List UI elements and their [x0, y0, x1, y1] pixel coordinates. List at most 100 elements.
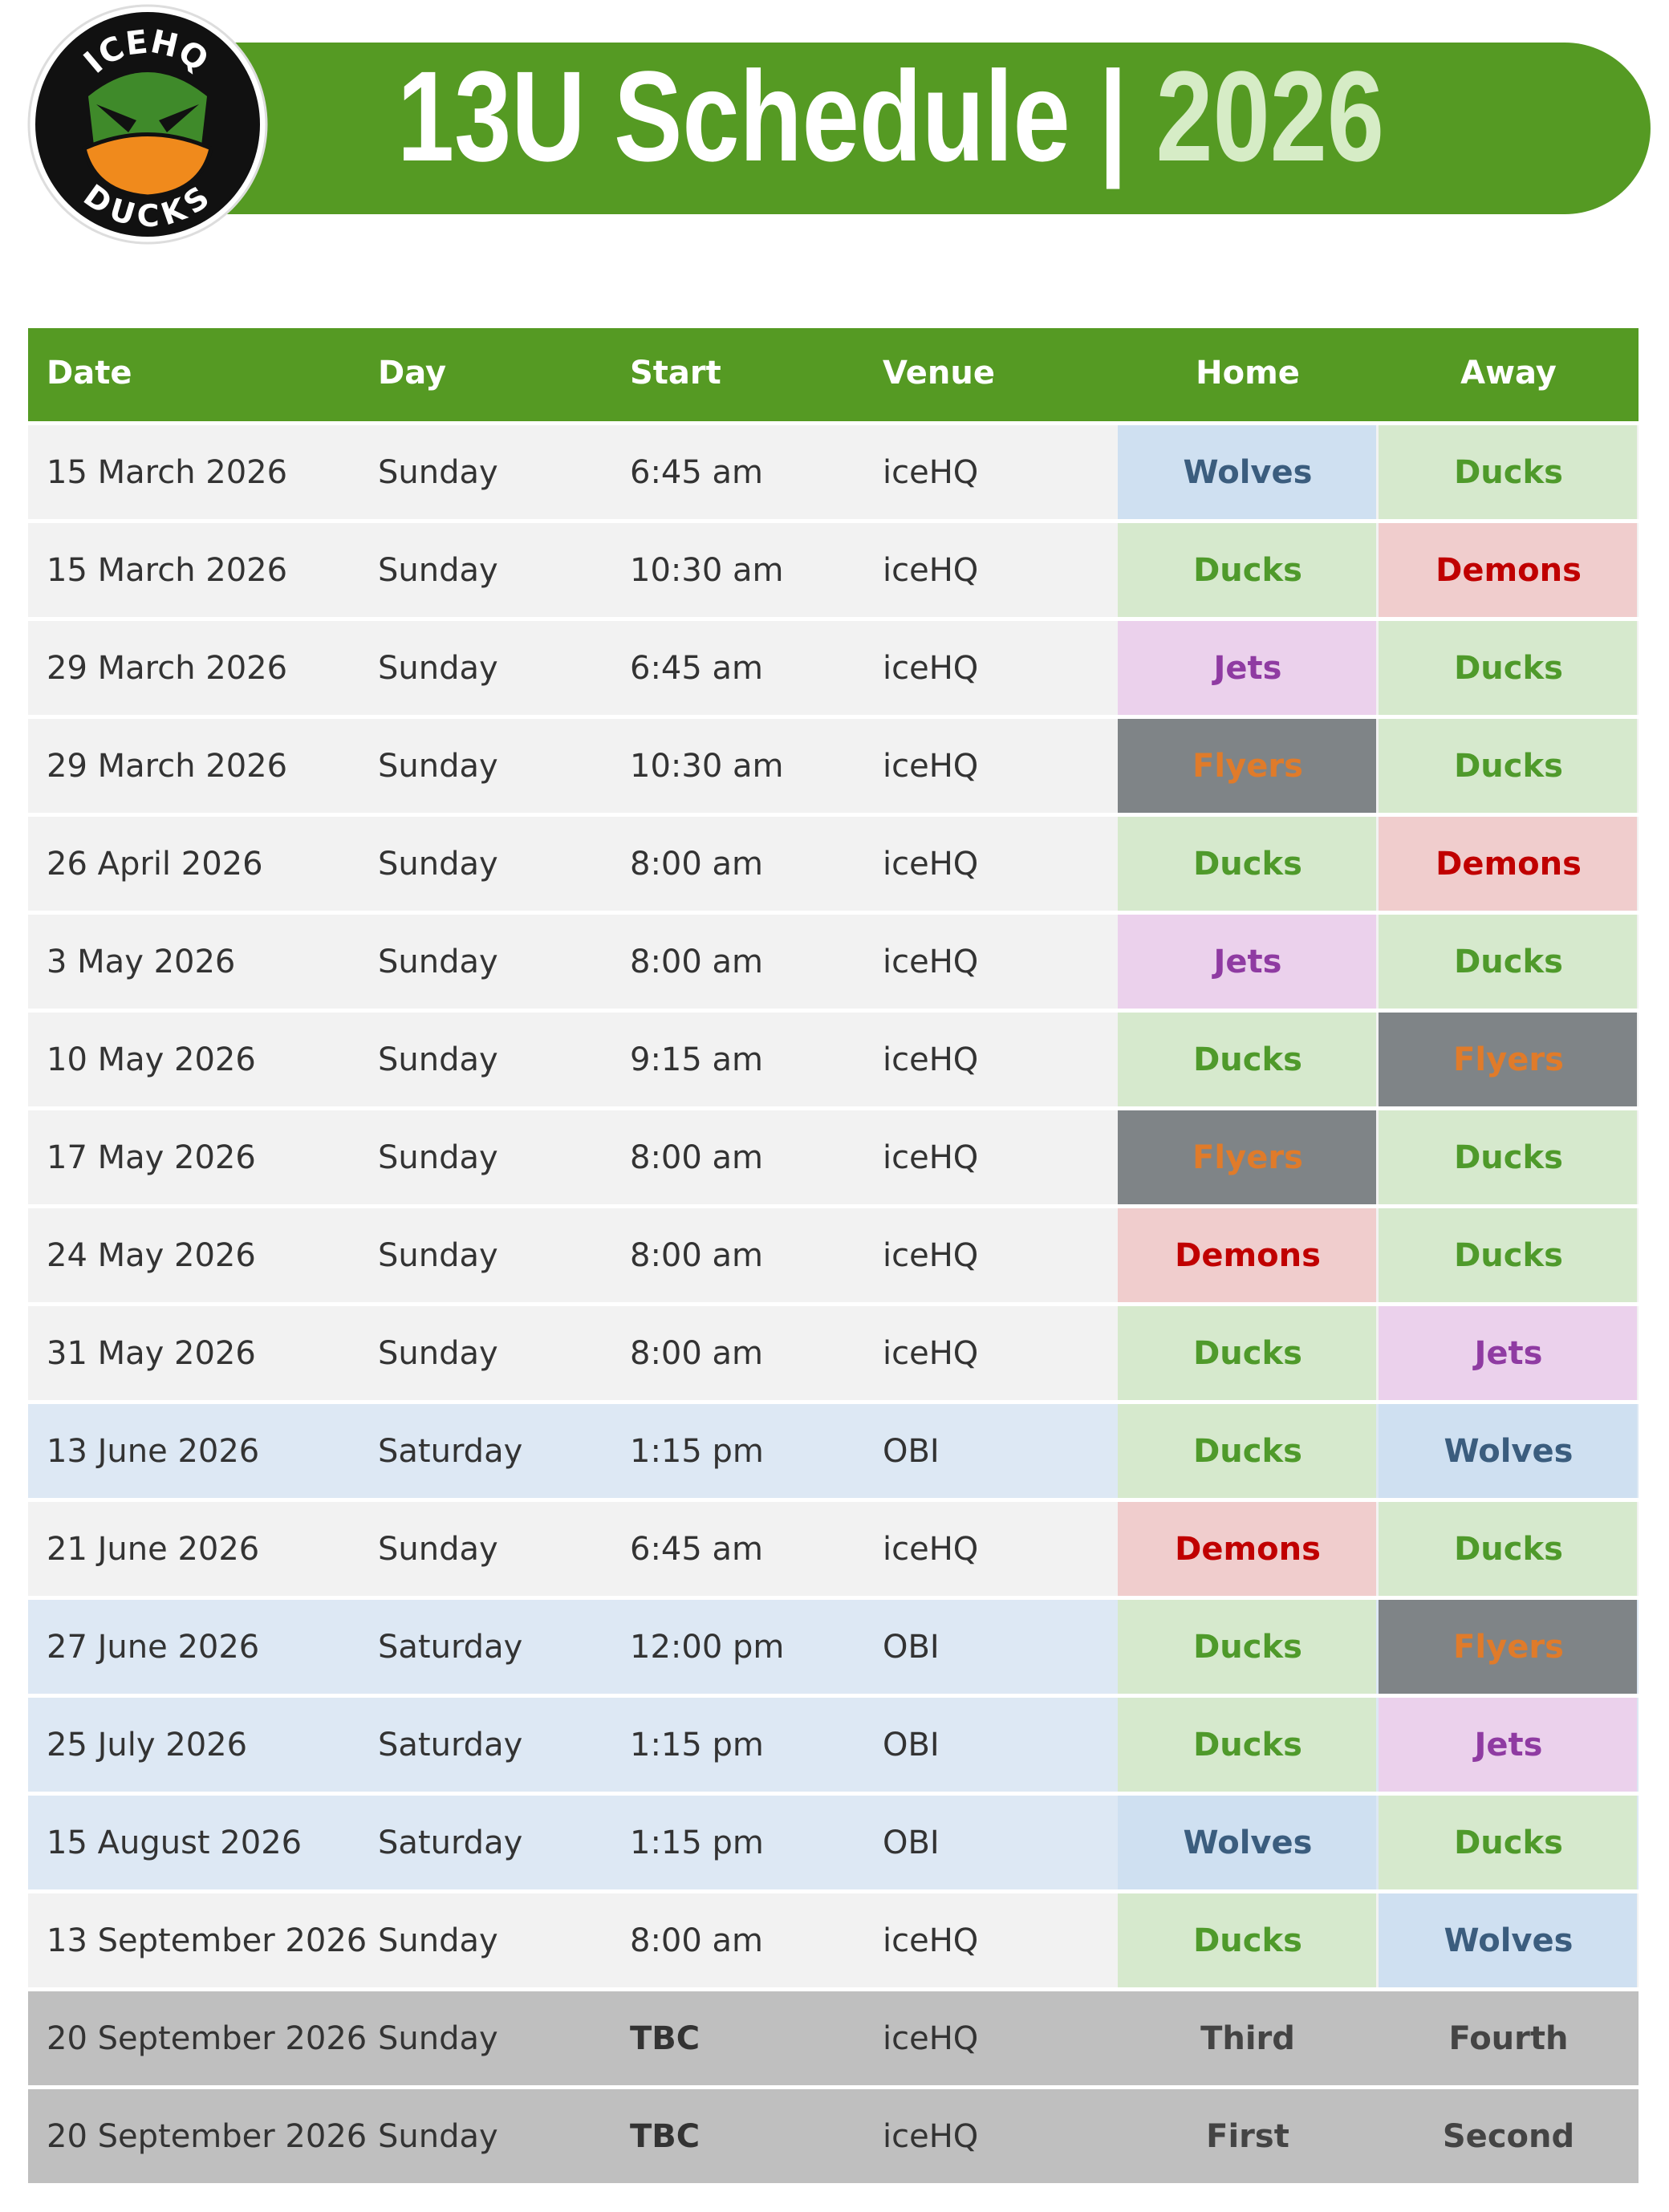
- cell: iceHQ: [883, 2020, 978, 2057]
- cell: Sunday: [378, 650, 498, 687]
- cell: 8:00 am: [630, 1139, 763, 1176]
- cell: iceHQ: [883, 1922, 978, 1959]
- team-cell: [1379, 1404, 1637, 1498]
- cell: OBI: [883, 1433, 940, 1470]
- cell: 27 June 2026: [47, 1629, 259, 1666]
- cell: 21 June 2026: [47, 1531, 259, 1568]
- cell: 6:45 am: [630, 1531, 763, 1568]
- team-cell: [1379, 1306, 1637, 1400]
- cell: 6:45 am: [630, 650, 763, 687]
- cell: Saturday: [378, 1727, 522, 1764]
- cell: 26 April 2026: [47, 846, 263, 883]
- cell: 1:15 pm: [630, 1433, 764, 1470]
- cell: OBI: [883, 1824, 940, 1861]
- team: Jets: [1212, 650, 1282, 687]
- cell: 10:30 am: [630, 552, 783, 589]
- team: Ducks: [1193, 1922, 1302, 1959]
- cell: iceHQ: [883, 2118, 978, 2155]
- title-year: 2026: [1156, 44, 1384, 188]
- team-cell: [1118, 425, 1376, 519]
- column-header: Home: [1196, 355, 1300, 392]
- cell: 15 March 2026: [47, 552, 287, 589]
- team: Ducks: [1193, 1727, 1302, 1764]
- cell: iceHQ: [883, 944, 978, 980]
- cell: Sunday: [378, 944, 498, 980]
- team: Fourth: [1449, 2020, 1569, 2057]
- cell: iceHQ: [883, 650, 978, 687]
- cell: 8:00 am: [630, 1237, 763, 1274]
- cell: 15 March 2026: [47, 454, 287, 491]
- team: Jets: [1212, 944, 1282, 980]
- team-cell: [1379, 1208, 1637, 1302]
- team: Ducks: [1454, 1139, 1563, 1176]
- column-header: Day: [378, 355, 446, 392]
- column-header: Date: [47, 355, 132, 392]
- team: Ducks: [1454, 1237, 1563, 1274]
- cell: 29 March 2026: [47, 650, 287, 687]
- cell: Sunday: [378, 1139, 498, 1176]
- team-cell: [1379, 1110, 1637, 1204]
- team-cell: [1379, 425, 1637, 519]
- team: Ducks: [1454, 748, 1563, 785]
- cell: 17 May 2026: [47, 1139, 256, 1176]
- team-cell: [1118, 719, 1376, 813]
- column-header: Start: [630, 355, 721, 392]
- team-cell: [1118, 817, 1376, 911]
- team: Ducks: [1193, 1335, 1302, 1372]
- cell: 15 August 2026: [47, 1824, 302, 1861]
- row-bg: [28, 2089, 1639, 2183]
- cell: 10:30 am: [630, 748, 783, 785]
- team: Demons: [1436, 552, 1582, 589]
- cell: OBI: [883, 1727, 940, 1764]
- title-banner: [197, 43, 1651, 214]
- team: Jets: [1472, 1727, 1543, 1764]
- team-cell: [1379, 1893, 1637, 1987]
- cell: 13 September 2026: [47, 1922, 367, 1959]
- cell: iceHQ: [883, 748, 978, 785]
- team: Wolves: [1184, 454, 1313, 491]
- cell: 29 March 2026: [47, 748, 287, 785]
- team-cell: [1379, 1013, 1637, 1106]
- cell: Sunday: [378, 552, 498, 589]
- cell: Sunday: [378, 1237, 498, 1274]
- cell: 1:15 pm: [630, 1824, 764, 1861]
- cell: 24 May 2026: [47, 1237, 256, 1274]
- cell: 1:15 pm: [630, 1727, 764, 1764]
- cell: Saturday: [378, 1824, 522, 1861]
- cell: 13 June 2026: [47, 1433, 259, 1470]
- cell: Sunday: [378, 1335, 498, 1372]
- cell: 8:00 am: [630, 1922, 763, 1959]
- team: Flyers: [1453, 1629, 1564, 1666]
- title-separator: |: [1098, 44, 1127, 189]
- cell: 20 September 2026: [47, 2118, 367, 2155]
- team-cell: [1379, 621, 1637, 715]
- team-cell: [1118, 915, 1376, 1009]
- cell: TBC: [630, 2020, 700, 2057]
- cell: Saturday: [378, 1629, 522, 1666]
- team: Demons: [1436, 846, 1582, 883]
- cell: 20 September 2026: [47, 2020, 367, 2057]
- team: Ducks: [1193, 1629, 1302, 1666]
- cell: Sunday: [378, 1531, 498, 1568]
- team: First: [1206, 2118, 1289, 2155]
- team-cell: [1118, 1110, 1376, 1204]
- team-cell: [1379, 1796, 1637, 1889]
- team-cell: [1379, 817, 1637, 911]
- team-cell: [1379, 1600, 1637, 1694]
- team-cell: [1118, 1502, 1376, 1596]
- cell: Sunday: [378, 1041, 498, 1078]
- cell: 6:45 am: [630, 454, 763, 491]
- team-cell: [1118, 1893, 1376, 1987]
- team-cell: [1118, 621, 1376, 715]
- cell: iceHQ: [883, 846, 978, 883]
- team-cell: [1379, 523, 1637, 617]
- title: 13U Schedule | 2026: [397, 44, 1384, 189]
- team-cell: [1118, 1208, 1376, 1302]
- team-cell: [1379, 915, 1637, 1009]
- team: Ducks: [1454, 650, 1563, 687]
- team: Ducks: [1193, 1041, 1302, 1078]
- team-cell: [1118, 1013, 1376, 1106]
- cell: Sunday: [378, 846, 498, 883]
- team-cell: [1118, 1698, 1376, 1792]
